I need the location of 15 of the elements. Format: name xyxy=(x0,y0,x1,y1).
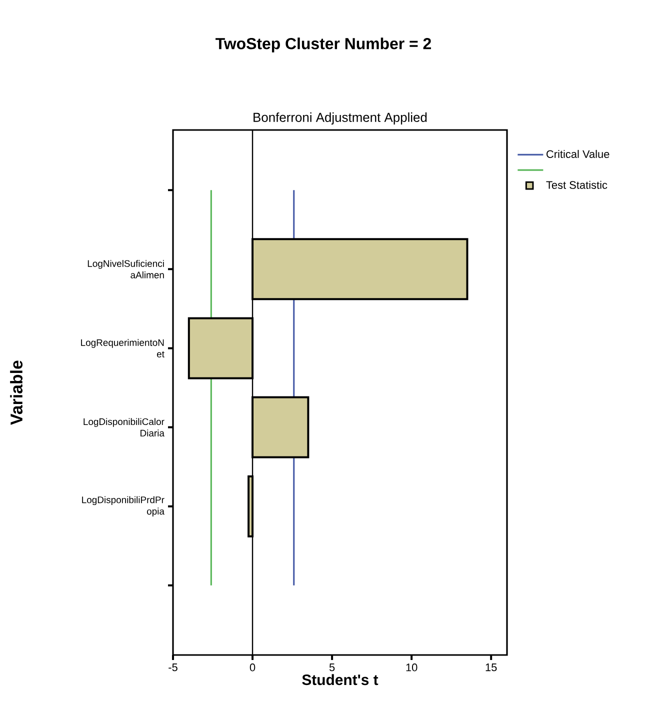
chart-subtitle: Bonferroni Adjustment Applied xyxy=(254,112,427,125)
y-tick-label: LogDisponibiliCalor Diaria xyxy=(84,418,164,436)
x-tick-label: 0 xyxy=(250,664,256,672)
legend-label: Test Statistic xyxy=(546,180,608,189)
y-tick-label: LogDisponibiliPrdPr opia xyxy=(82,496,164,517)
legend-label: Critical Value xyxy=(546,150,610,158)
y-tick-label: LogNivelSuficienci aAlimen xyxy=(88,260,164,278)
y-tick-label: LogRequerimientoN et xyxy=(81,339,164,358)
x-tick-label: 5 xyxy=(329,664,335,672)
x-tick-label: 15 xyxy=(486,664,497,672)
x-tick-label: 10 xyxy=(406,664,418,672)
x-tick-label: -5 xyxy=(168,664,178,672)
x-axis-title: Student's t xyxy=(302,674,378,686)
chart-title: TwoStep Cluster Number = 2 xyxy=(216,38,431,52)
y-axis-title: Variable xyxy=(10,360,23,425)
